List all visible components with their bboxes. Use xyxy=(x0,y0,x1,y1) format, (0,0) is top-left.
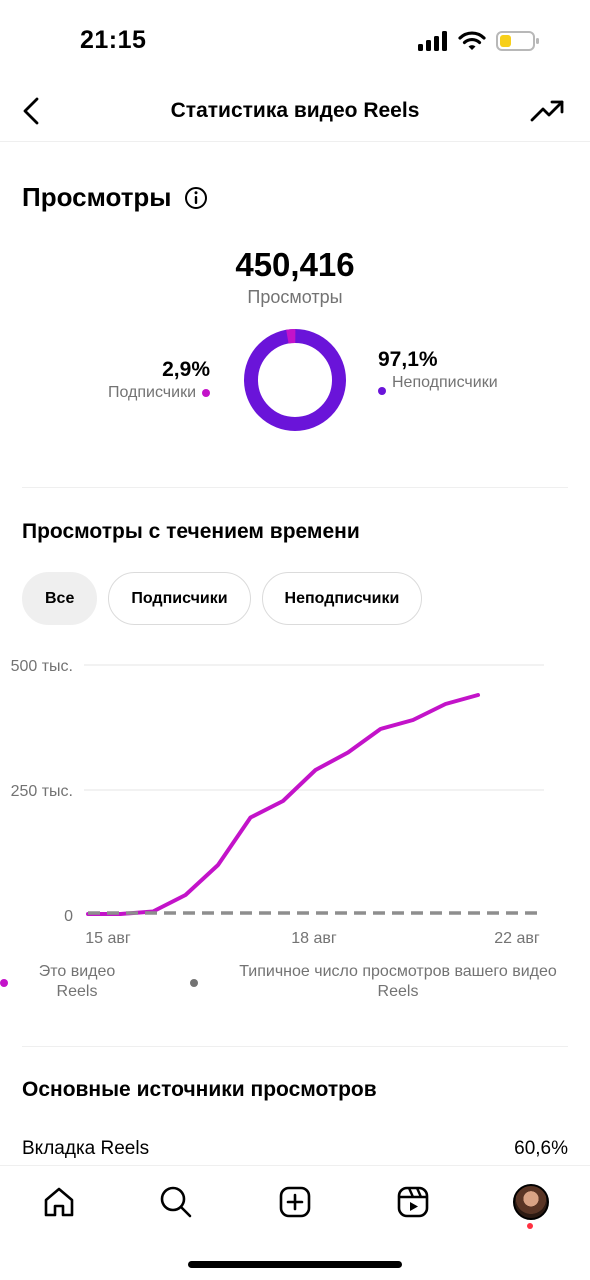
total-views-value: 450,416 xyxy=(235,246,355,283)
tab-search[interactable] xyxy=(156,1182,196,1222)
status-icons xyxy=(418,26,540,56)
source-row: Вкладка Reels 60,6% xyxy=(22,1138,568,1160)
series-line-reels xyxy=(86,693,480,916)
followers-dot xyxy=(202,389,210,397)
y-tick-label: 250 тыс. xyxy=(11,783,73,800)
page-title: Статистика видео Reels xyxy=(170,99,420,122)
tab-create[interactable] xyxy=(275,1182,315,1222)
non-followers-label: Неподписчики xyxy=(392,374,498,391)
home-icon xyxy=(44,1187,74,1217)
views-donut-chart xyxy=(244,329,346,432)
x-tick-label: 18 авг xyxy=(291,930,337,947)
reels-icon xyxy=(397,1186,429,1218)
status-time: 21:15 xyxy=(80,26,147,54)
filter-non-followers[interactable]: Неподписчики xyxy=(261,572,423,625)
filter-all[interactable]: Все xyxy=(22,572,98,625)
wifi-icon xyxy=(458,31,486,50)
divider xyxy=(22,487,568,488)
notification-dot xyxy=(527,1223,533,1229)
x-tick-label: 22 авг xyxy=(494,930,540,947)
tab-bar xyxy=(0,1165,590,1280)
source-label: Вкладка Reels xyxy=(22,1138,150,1159)
divider xyxy=(22,1046,568,1047)
tab-profile[interactable] xyxy=(511,1182,551,1222)
x-tick-label: 15 авг xyxy=(85,930,131,947)
views-section-title: Просмотры xyxy=(22,182,208,213)
sources-title: Основные источники просмотров xyxy=(22,1078,377,1101)
y-tick-label: 500 тыс. xyxy=(11,658,73,675)
back-button[interactable] xyxy=(14,92,48,130)
info-icon[interactable] xyxy=(184,186,208,210)
non-followers-percent: 97,1% xyxy=(378,348,438,371)
views-over-time-chart: 500 тыс. 250 тыс. 0 15 авг 18 авг 22 авг xyxy=(11,658,544,947)
over-time-title: Просмотры с течением времени xyxy=(22,520,360,543)
status-bar: 21:15 xyxy=(0,0,590,80)
views-title-text: Просмотры xyxy=(22,182,172,212)
tab-reels[interactable] xyxy=(393,1182,433,1222)
chevron-left-icon xyxy=(23,97,39,125)
battery-icon xyxy=(496,31,539,51)
legend-typical-dot xyxy=(190,979,198,987)
create-icon xyxy=(279,1186,311,1218)
legend-reels: Это видео Reels xyxy=(38,963,116,1000)
filter-chips: Все Подписчики Неподписчики xyxy=(22,572,423,625)
non-followers-stat: 97,1% Неподписчики xyxy=(378,348,504,395)
tab-home[interactable] xyxy=(39,1182,79,1222)
followers-label: Подписчики xyxy=(107,384,196,401)
followers-percent: 2,9% xyxy=(162,358,210,381)
search-icon xyxy=(160,1186,192,1218)
followers-stat: 2,9% Подписчики xyxy=(108,358,210,402)
non-followers-dot xyxy=(378,387,386,395)
trend-button[interactable] xyxy=(528,94,566,128)
profile-avatar xyxy=(513,1184,549,1220)
home-indicator xyxy=(188,1261,402,1268)
nav-bar: Статистика видео Reels xyxy=(0,80,590,142)
total-views-label: Просмотры xyxy=(247,287,343,307)
donut-non-followers-ring xyxy=(244,329,346,431)
trending-up-icon xyxy=(530,100,564,122)
legend-reels-dot xyxy=(0,979,8,987)
y-tick-label: 0 xyxy=(64,908,73,925)
legend-typical: Типичное число просмотров вашего видео R… xyxy=(239,963,557,1000)
source-value: 60,6% xyxy=(514,1138,568,1159)
filter-followers[interactable]: Подписчики xyxy=(108,572,251,625)
signal-icon xyxy=(418,31,447,51)
